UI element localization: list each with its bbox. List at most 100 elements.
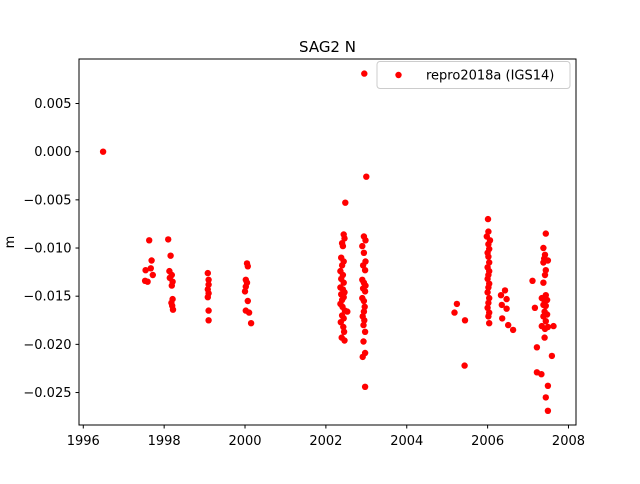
data-point bbox=[361, 383, 369, 390]
data-point bbox=[99, 148, 107, 155]
data-point bbox=[548, 352, 556, 360]
data-point bbox=[505, 321, 512, 329]
data-point bbox=[461, 317, 469, 324]
data-point bbox=[359, 242, 366, 250]
x-tick-label: 2006 bbox=[471, 434, 504, 449]
data-point bbox=[501, 287, 509, 294]
data-point bbox=[144, 278, 151, 285]
data-point bbox=[540, 279, 547, 286]
data-point bbox=[484, 304, 491, 311]
data-point bbox=[244, 263, 251, 270]
legend-label: repro2018a (IGS14) bbox=[426, 69, 554, 84]
data-point bbox=[360, 249, 368, 256]
data-point bbox=[148, 257, 155, 264]
data-point bbox=[486, 259, 493, 266]
data-point bbox=[142, 267, 149, 274]
data-point bbox=[359, 353, 366, 361]
data-point bbox=[485, 284, 492, 291]
data-point bbox=[541, 271, 549, 279]
data-point bbox=[543, 296, 551, 304]
data-point bbox=[540, 313, 547, 320]
data-point bbox=[509, 326, 517, 334]
data-point bbox=[342, 199, 349, 206]
data-point bbox=[165, 236, 172, 243]
data-point bbox=[339, 242, 347, 250]
data-point bbox=[360, 297, 368, 305]
data-point bbox=[550, 322, 557, 330]
data-point bbox=[361, 267, 369, 274]
data-point bbox=[361, 70, 368, 77]
data-point bbox=[485, 299, 492, 307]
x-tick-label: 2002 bbox=[309, 434, 342, 449]
data-point bbox=[149, 271, 156, 279]
y-tick-label: −0.025 bbox=[23, 386, 71, 401]
x-axis-ticks: 1996 1998 2000 2002 2004 2006 2008 bbox=[67, 425, 585, 449]
y-tick-label: 0.005 bbox=[34, 97, 71, 112]
legend-marker-icon bbox=[395, 71, 402, 79]
data-point bbox=[542, 302, 549, 309]
y-axis-ticks: 0.005 0.000 −0.005 −0.010 −0.015 −0.020 −0.025 bbox=[23, 97, 79, 401]
x-tick-label: 1996 bbox=[67, 434, 100, 449]
data-point bbox=[205, 276, 212, 283]
y-tick-label: −0.020 bbox=[23, 338, 71, 353]
data-point bbox=[360, 338, 367, 345]
data-point bbox=[359, 262, 367, 269]
data-point bbox=[542, 394, 549, 401]
data-point bbox=[485, 253, 492, 260]
data-point bbox=[499, 315, 506, 322]
legend-box bbox=[376, 61, 571, 89]
chart-title: SAG2 N bbox=[299, 38, 356, 56]
y-tick-label: 0.000 bbox=[34, 145, 71, 160]
data-point bbox=[497, 292, 505, 299]
data-point bbox=[245, 309, 253, 316]
data-point bbox=[167, 252, 174, 259]
data-point bbox=[340, 323, 347, 331]
data-point bbox=[340, 279, 347, 286]
data-point bbox=[541, 334, 548, 341]
data-point bbox=[337, 319, 344, 326]
plot-area-border bbox=[78, 58, 577, 426]
data-point bbox=[533, 344, 541, 351]
y-tick-label: −0.005 bbox=[23, 193, 71, 208]
data-point bbox=[485, 241, 492, 248]
y-tick-label: −0.015 bbox=[23, 290, 71, 305]
data-point bbox=[542, 230, 549, 237]
x-tick-label: 2000 bbox=[228, 434, 261, 449]
data-points bbox=[99, 70, 557, 414]
y-axis-label: m bbox=[3, 236, 18, 249]
data-point bbox=[169, 306, 177, 313]
data-point bbox=[168, 282, 175, 289]
data-point bbox=[146, 237, 153, 244]
data-point bbox=[484, 289, 491, 296]
data-point bbox=[341, 337, 348, 344]
data-point bbox=[205, 307, 212, 314]
data-point bbox=[486, 320, 493, 327]
legend: repro2018a (IGS14) bbox=[376, 61, 571, 89]
x-tick-label: 2008 bbox=[552, 434, 585, 449]
data-point bbox=[241, 288, 249, 295]
data-point bbox=[341, 235, 348, 242]
data-point bbox=[361, 288, 369, 295]
data-point bbox=[484, 215, 492, 223]
data-point bbox=[544, 323, 552, 331]
data-point bbox=[486, 294, 493, 302]
data-point bbox=[451, 309, 458, 316]
data-point bbox=[362, 237, 369, 244]
data-point bbox=[204, 269, 211, 277]
data-point bbox=[361, 317, 368, 324]
data-point bbox=[344, 308, 351, 315]
data-point bbox=[531, 304, 539, 311]
data-point bbox=[360, 308, 368, 315]
data-point bbox=[205, 317, 212, 324]
data-point bbox=[247, 320, 255, 327]
data-point bbox=[363, 173, 370, 180]
data-point bbox=[360, 321, 367, 329]
data-point bbox=[453, 300, 461, 308]
data-point bbox=[361, 328, 369, 335]
data-point bbox=[538, 371, 545, 378]
data-point bbox=[361, 303, 368, 310]
data-point bbox=[244, 297, 251, 305]
data-point bbox=[340, 328, 348, 335]
